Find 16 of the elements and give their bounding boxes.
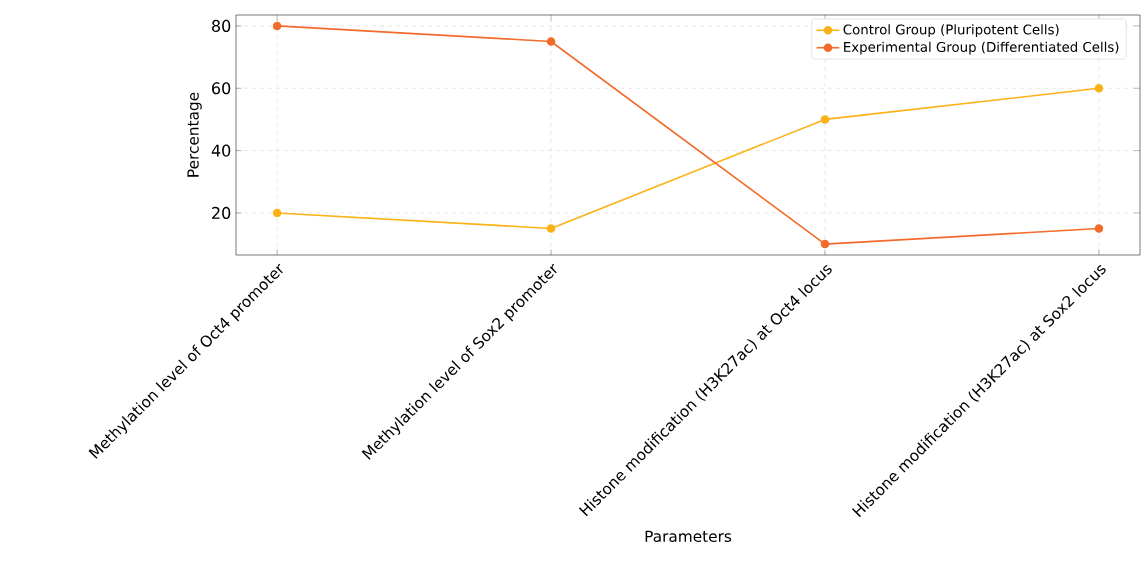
point [272,21,282,31]
point [1094,83,1104,93]
y-tick-label: 40 [211,144,231,157]
point [1094,224,1104,233]
y-tick-label: 60 [212,82,231,95]
point [820,115,830,124]
point [546,37,556,46]
x-axis-title: Parameters [645,530,732,543]
y-tick-label: 80 [212,19,231,32]
legend-label: Control Group (Pluripotent Cells) [843,24,1059,38]
point [820,239,830,249]
y-tick-label: 20 [212,206,231,219]
point [546,224,556,233]
point [272,208,282,218]
y-axis-title: Percentage [187,92,202,177]
legend-label: Experimental Group (Differentiated Cells) [844,41,1119,55]
